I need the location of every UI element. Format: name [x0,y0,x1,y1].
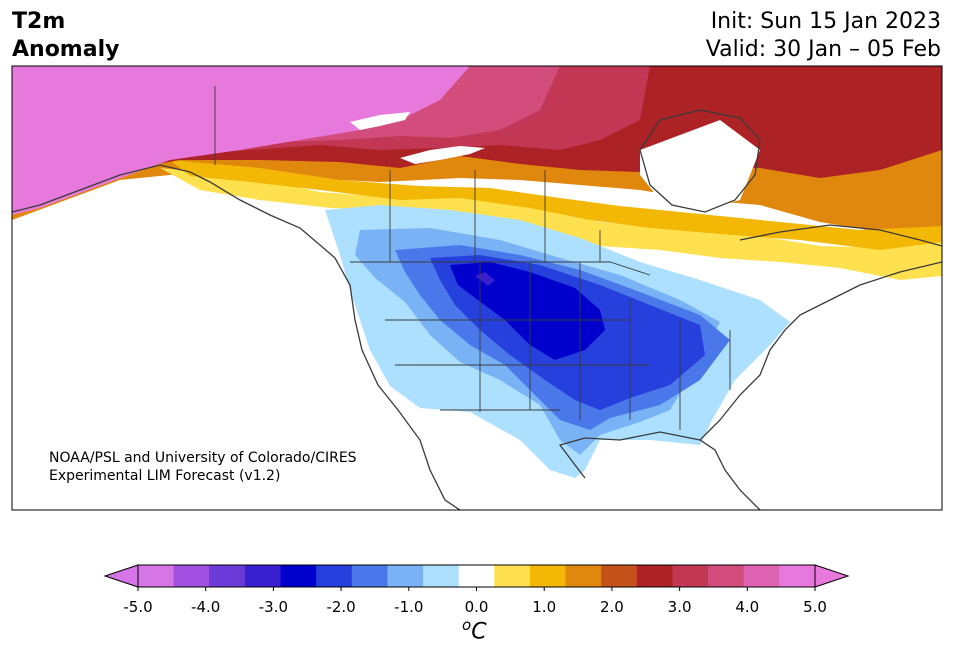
colorbar-tick-label: 5.0 [803,598,827,616]
warm-band-gold [170,160,942,250]
colorbar-segment [316,565,353,587]
colorbar-tick-label: -2.0 [326,598,355,616]
colorbar-segment [636,565,673,587]
init-date: Init: Sun 15 Jan 2023 [710,9,941,34]
borders [214,86,731,430]
colorbar-segment [743,565,780,587]
colorbar-segment [672,565,709,587]
title-line1: T2m [12,9,66,34]
unit-degree: o [462,616,472,634]
colorbar-segment [209,565,246,587]
colorbar-segment [138,565,175,587]
map-frame [11,65,943,511]
colorbar-tick-label: -3.0 [259,598,288,616]
colorbar-tick-label: 1.0 [532,598,556,616]
title-line2: Anomaly [12,37,120,62]
colorbar-tick-label: 2.0 [600,598,624,616]
credit-line1: NOAA/PSL and University of Colorado/CIRE… [49,450,357,466]
lake-white-1 [350,112,410,130]
colorbar-segment [529,565,567,587]
colorbar-tick-label: -1.0 [394,598,423,616]
map-title: T2m Anomaly [12,8,119,64]
colorbar-segment [423,565,460,587]
colorbar-segment [280,565,317,587]
credit-line2: Experimental LIM Forecast (v1.2) [49,468,281,484]
warm-core-magenta [12,66,470,215]
colorbar-extend-high [814,564,850,588]
colorbar-unit: oC [462,616,487,644]
colorbar-segment [244,565,282,587]
forecast-dates: Init: Sun 15 Jan 2023 Valid: 30 Jan – 05… [706,8,941,64]
cool-core-deep [450,262,605,360]
colorbar-segment [173,565,210,587]
colorbar-segment [779,565,816,587]
hudson-bay-white [640,120,760,210]
colorbar-segment [351,565,388,587]
unit-letter: C [471,619,487,645]
warm-band-yellow [160,168,942,280]
colorbar-extend-low [103,564,139,588]
colorbar-segment [565,565,602,587]
colorbar-segment [458,565,495,587]
lake-white-2 [400,146,485,164]
colorbar-tick-label: 4.0 [735,598,759,616]
colorbar-tick-label: 0.0 [465,598,489,616]
coastlines [12,109,942,510]
colorbar-segment [494,565,531,587]
colorbar-tick-label: -5.0 [123,598,152,616]
valid-range: Valid: 30 Jan – 05 Feb [705,37,941,62]
colorbar-segment [708,565,745,587]
anomaly-shading [12,66,942,510]
colorbar-segment [601,565,638,587]
colorbar-tick-label: 3.0 [668,598,692,616]
colorbar-segment [387,565,424,587]
colorbar-tick-label: -4.0 [191,598,220,616]
credit-text: NOAA/PSL and University of Colorado/CIRE… [49,449,357,485]
